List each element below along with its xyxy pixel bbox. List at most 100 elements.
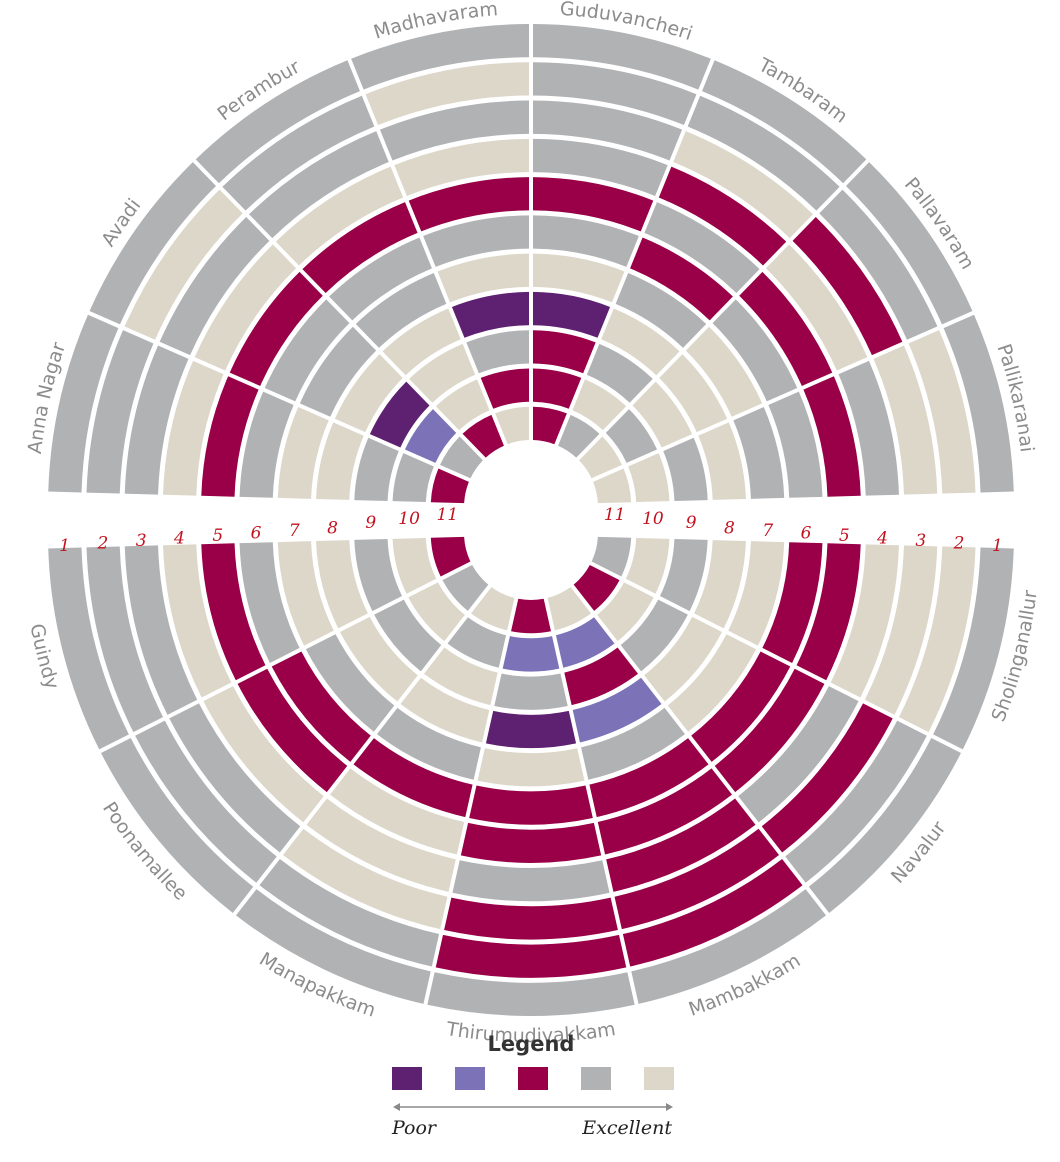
cell-bottom-guindy-ring-6 <box>239 542 300 663</box>
cell-top-guduvancheri-ring-3 <box>533 100 683 161</box>
cell-bottom-poonamallee-ring-6 <box>271 651 371 762</box>
cell-bottom-navalur-ring-5 <box>714 668 825 793</box>
cell-bottom-mambakkam-ring-3 <box>614 828 780 930</box>
legend: Legend Poor Excellent <box>391 1032 674 1139</box>
cell-top-perambur-ring-9 <box>409 343 476 403</box>
cell-bottom-manapakkam-ring-8 <box>400 677 490 743</box>
cell-bottom-navalur-ring-4 <box>738 686 859 823</box>
cell-top-avadi-ring-6 <box>264 299 350 402</box>
cell-top-pallikaranai-ring-9 <box>663 437 708 501</box>
ring-label-left-7: 7 <box>289 521 300 541</box>
cell-bottom-manapakkam-ring-5 <box>329 768 465 855</box>
cell-bottom-thirumudivakkam-ring-7 <box>477 748 585 787</box>
cell-top-avadi-ring-8 <box>334 354 403 433</box>
cell-bottom-navalur-ring-2 <box>785 720 927 883</box>
cell-bottom-manapakkam-ring-4 <box>306 798 456 892</box>
cell-bottom-sholinganallur-ring-5 <box>796 543 861 681</box>
cell-top-pallavaram-ring-5 <box>739 271 833 386</box>
cell-bottom-guindy-ring-4 <box>163 544 232 698</box>
cell-bottom-sholinganallur-ring-4 <box>830 544 899 698</box>
ring-label-right-11: 11 <box>604 505 626 525</box>
legend-swatch-1 <box>392 1067 422 1090</box>
cell-top-perambur-ring-10 <box>435 379 490 431</box>
cell-bottom-mambakkam-ring-11 <box>547 587 591 631</box>
cell-top-madhavaram-ring-5 <box>408 177 529 232</box>
cell-bottom-thirumudivakkam-ring-2 <box>435 934 627 978</box>
cell-top-perambur-ring-3 <box>249 131 389 239</box>
cell-top-madhavaram-ring-7 <box>437 253 529 303</box>
cell-bottom-sholinganallur-ring-7 <box>728 541 785 646</box>
ring-label-left-5: 5 <box>212 526 223 546</box>
cell-top-tambaram-ring-2 <box>687 95 840 211</box>
cell-top-anna-nagar-ring-9 <box>354 437 399 501</box>
cell-top-tambaram-ring-5 <box>644 202 760 293</box>
cell-top-pallikaranai-ring-6 <box>768 391 823 498</box>
cell-top-guduvancheri-ring-10 <box>532 368 582 409</box>
cell-bottom-sholinganallur-ring-3 <box>864 545 938 715</box>
cell-top-avadi-ring-3 <box>159 217 270 356</box>
cell-top-anna-nagar-ring-7 <box>277 406 329 499</box>
cell-bottom-manapakkam-ring-6 <box>353 738 473 818</box>
cell-top-anna-nagar-ring-1 <box>48 314 119 493</box>
legend-title: Legend <box>488 1032 575 1056</box>
cell-bottom-guindy-ring-5 <box>201 543 266 681</box>
cell-bottom-guindy-ring-11 <box>430 536 471 577</box>
cell-bottom-mambakkam-ring-7 <box>581 707 686 780</box>
cell-bottom-navalur-ring-9 <box>620 599 688 672</box>
cell-bottom-sholinganallur-ring-2 <box>898 546 976 733</box>
cell-top-tambaram-ring-3 <box>673 131 813 239</box>
cell-top-guduvancheri-ring-11 <box>532 406 567 445</box>
cell-bottom-navalur-ring-10 <box>597 582 654 642</box>
cell-bottom-poonamallee-ring-8 <box>340 616 418 702</box>
legend-left-arrow <box>393 1103 400 1111</box>
cell-bottom-mambakkam-ring-6 <box>589 738 709 818</box>
cell-top-perambur-ring-5 <box>302 202 418 293</box>
ring-label-right-2: 2 <box>953 534 965 554</box>
cell-top-pallikaranai-ring-2 <box>908 330 976 494</box>
cell-top-pallavaram-ring-9 <box>632 381 693 448</box>
cell-bottom-mambakkam-ring-8 <box>572 677 662 743</box>
cell-top-pallikaranai-ring-3 <box>873 345 938 495</box>
cell-top-tambaram-ring-8 <box>601 308 680 376</box>
cell-top-pallikaranai-ring-10 <box>628 453 670 503</box>
cell-top-madhavaram-ring-11 <box>495 406 530 445</box>
cell-top-avadi-ring-4 <box>194 244 297 371</box>
cell-top-guduvancheri-ring-1 <box>533 24 711 90</box>
ring-label-left-10: 10 <box>398 509 420 529</box>
cell-bottom-navalur-ring-11 <box>573 565 620 611</box>
legend-swatch-3 <box>518 1067 548 1090</box>
cell-bottom-guindy-ring-10 <box>392 537 437 594</box>
cell-top-madhavaram-ring-9 <box>466 330 530 374</box>
cell-top-madhavaram-ring-2 <box>365 62 529 126</box>
cell-top-anna-nagar-ring-3 <box>124 345 189 495</box>
legend-poor-label: Poor <box>391 1117 438 1139</box>
cell-top-guduvancheri-ring-2 <box>533 62 697 126</box>
cell-top-pallikaranai-ring-11 <box>593 468 632 504</box>
cell-top-avadi-ring-11 <box>440 436 483 479</box>
cell-top-avadi-ring-9 <box>369 381 430 448</box>
cell-top-madhavaram-ring-1 <box>351 24 529 90</box>
cell-bottom-sholinganallur-ring-11 <box>591 536 632 577</box>
cell-top-tambaram-ring-11 <box>558 414 600 458</box>
cell-top-perambur-ring-11 <box>462 414 504 458</box>
ring-label-left-1: 1 <box>59 536 70 556</box>
legend-swatch-2 <box>455 1067 485 1090</box>
cell-top-guduvancheri-ring-8 <box>532 291 611 338</box>
cell-top-pallikaranai-ring-5 <box>803 376 861 497</box>
cell-top-anna-nagar-ring-11 <box>430 468 469 504</box>
ring-label-left-9: 9 <box>365 513 376 533</box>
cell-bottom-thirumudivakkam-ring-10 <box>502 636 560 672</box>
cell-bottom-guindy-ring-3 <box>124 545 198 715</box>
cell-bottom-guindy-ring-9 <box>354 539 403 612</box>
cell-top-guduvancheri-ring-7 <box>533 253 625 303</box>
cell-top-pallikaranai-ring-4 <box>838 360 899 496</box>
cell-bottom-mambakkam-ring-5 <box>597 768 733 855</box>
cell-top-perambur-ring-8 <box>382 308 461 376</box>
legend-right-arrow <box>666 1103 673 1111</box>
ring-label-right-1: 1 <box>992 536 1003 556</box>
ring-label-left-4: 4 <box>173 529 185 549</box>
ring-label-right-7: 7 <box>762 521 773 541</box>
cell-bottom-navalur-ring-3 <box>761 703 893 853</box>
legend-swatch-5 <box>644 1067 674 1090</box>
